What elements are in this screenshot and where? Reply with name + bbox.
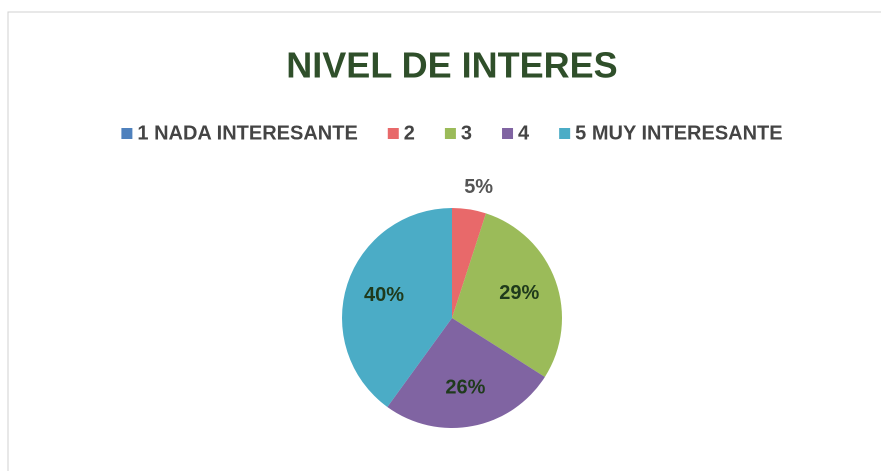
- legend-swatch: [444, 128, 456, 139]
- data-label: 29%: [499, 282, 539, 304]
- legend-swatch: [121, 128, 133, 139]
- legend-label: 4: [518, 122, 530, 144]
- legend-label: 5 MUY INTERESANTE: [575, 122, 782, 144]
- data-label: 40%: [364, 284, 404, 306]
- pie-slice: [452, 208, 486, 318]
- pie-slice: [387, 318, 545, 429]
- data-label: 5%: [464, 176, 493, 198]
- pie-slice: [452, 213, 562, 377]
- legend-swatch: [387, 128, 399, 139]
- legend-label: 1 NADA INTERESANTE: [137, 122, 357, 144]
- legend-swatch: [559, 128, 571, 139]
- pie-slice: [342, 208, 452, 407]
- legend-swatch: [502, 128, 514, 139]
- legend-label: 3: [461, 122, 472, 144]
- chart-title: NIVEL DE INTERES: [286, 45, 617, 86]
- legend-label: 2: [404, 122, 415, 144]
- data-label: 26%: [445, 377, 485, 399]
